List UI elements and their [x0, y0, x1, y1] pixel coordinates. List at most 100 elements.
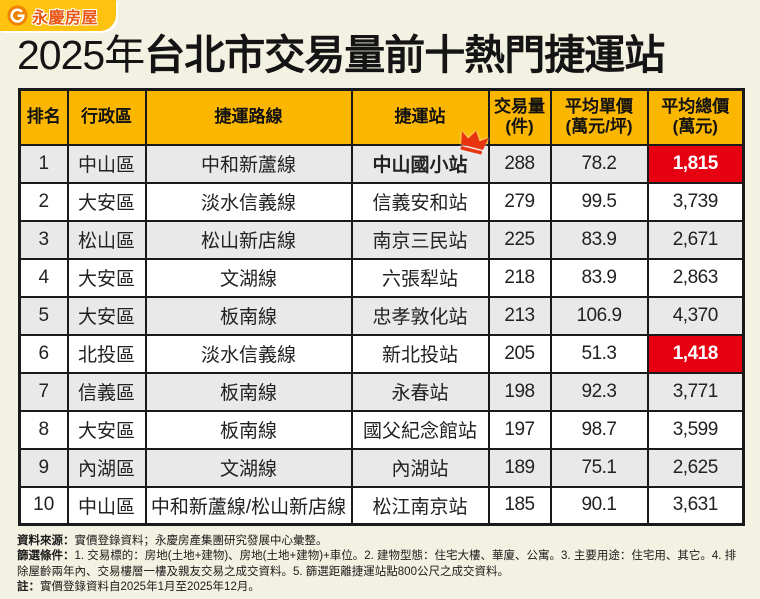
col-header-line: 捷運路線	[144, 88, 353, 146]
volume-cell: 198	[487, 371, 552, 412]
total-price-cell: 2,671	[646, 219, 745, 260]
unit-price-cell: 83.9	[549, 219, 649, 260]
volume-cell: 279	[487, 181, 552, 222]
col-header-district: 行政區	[66, 88, 147, 146]
unit-price-cell: 75.1	[549, 447, 649, 488]
table-row: 6 北投區 淡水信義線 新北投站 205 51.3 1,418	[18, 333, 745, 374]
unit-price-cell: 98.7	[549, 409, 649, 450]
line-cell: 淡水信義線	[144, 181, 353, 222]
criteria-note: 篩選條件：1. 交易標的：房地(土地+建物)、房地(土地+建物)+車位。2. 建…	[17, 549, 745, 580]
district-cell: 松山區	[66, 219, 147, 260]
source-label: 資料來源：	[17, 535, 75, 547]
station-cell: 永春站	[350, 371, 490, 412]
unit-price-cell: 90.1	[549, 485, 649, 526]
line-cell: 板南線	[144, 295, 353, 336]
line-cell: 中和新蘆線	[144, 143, 353, 184]
table-row: 5 大安區 板南線 忠孝敦化站 213 106.9 4,370	[18, 295, 745, 336]
total-price-cell: 3,771	[646, 371, 745, 412]
table-row: 1 中山區 中和新蘆線 中山國小站 288 78.2 1,815	[18, 130, 745, 184]
station-cell: 內湖站	[350, 447, 490, 488]
rank-cell: 10	[18, 485, 69, 526]
source-text: 實價登錄資料；永慶房產集團研究發展中心彙整。	[74, 535, 328, 547]
total-price-cell: 4,370	[646, 295, 745, 336]
total-price-cell: 3,599	[646, 409, 745, 450]
district-cell: 北投區	[66, 333, 147, 374]
ranking-table: 排名 行政區 捷運路線 捷運站 交易量 (件) 平均單價 (萬元/坪) 平均總價 (萬…	[18, 88, 745, 526]
station-cell: 六張犁站	[350, 257, 490, 298]
page-title: 2025年台北市交易量前十熱門捷運站	[17, 32, 665, 78]
table-row: 10 中山區 中和新蘆線/松山新店線 松江南京站 185 90.1 3,631	[18, 485, 745, 526]
station-cell-top: 中山國小站	[350, 130, 490, 184]
station-cell: 信義安和站	[350, 181, 490, 222]
district-cell: 內湖區	[66, 447, 147, 488]
total-price-cell-highlight: 1,815	[646, 143, 745, 184]
unit-price-cell: 99.5	[549, 181, 649, 222]
table-row: 4 大安區 文湖線 六張犁站 218 83.9 2,863	[18, 257, 745, 298]
station-cell: 新北投站	[350, 333, 490, 374]
district-cell: 大安區	[66, 257, 147, 298]
unit-price-cell: 78.2	[549, 143, 649, 184]
table-row: 9 內湖區 文湖線 內湖站 189 75.1 2,625	[18, 447, 745, 488]
rank-cell: 9	[18, 447, 69, 488]
date-note: 註：實價登錄資料自2025年1月至2025年12月。	[17, 580, 745, 595]
station-cell: 南京三民站	[350, 219, 490, 260]
rank-cell: 5	[18, 295, 69, 336]
criteria-label: 篩選條件：	[17, 550, 75, 563]
rank-cell: 4	[18, 257, 69, 298]
rank-cell: 2	[18, 181, 69, 222]
title-main: 台北市交易量前十熱門捷運站	[144, 32, 665, 78]
rank-cell: 7	[18, 371, 69, 412]
volume-cell: 205	[487, 333, 552, 374]
unit-price-cell: 106.9	[549, 295, 649, 336]
total-price-cell: 3,739	[646, 181, 745, 222]
col-header-station: 捷運站	[350, 88, 490, 146]
district-cell: 中山區	[66, 143, 147, 184]
volume-cell: 197	[487, 409, 552, 450]
district-cell: 大安區	[66, 295, 147, 336]
volume-cell: 288	[487, 143, 552, 184]
rank-cell: 8	[18, 409, 69, 450]
brand-name: 永慶房屋	[32, 9, 99, 27]
col-header-rank: 排名	[18, 88, 69, 146]
station-cell: 松江南京站	[350, 485, 490, 526]
line-cell: 淡水信義線	[144, 333, 353, 374]
volume-cell: 213	[487, 295, 552, 336]
table-header-row: 排名 行政區 捷運路線 捷運站 交易量 (件) 平均單價 (萬元/坪) 平均總價 (萬…	[18, 88, 745, 146]
line-cell: 文湖線	[144, 257, 353, 298]
total-price-cell-highlight: 1,418	[646, 333, 745, 374]
unit-price-cell: 92.3	[549, 371, 649, 412]
station-cell: 國父紀念館站	[350, 409, 490, 450]
district-cell: 中山區	[66, 485, 147, 526]
crown-icon	[460, 130, 489, 154]
note-label: 註：	[17, 580, 40, 593]
line-cell: 松山新店線	[144, 219, 353, 260]
table-row: 2 大安區 淡水信義線 信義安和站 279 99.5 3,739	[18, 181, 745, 222]
unit-price-cell: 83.9	[549, 257, 649, 298]
rank-cell: 1	[18, 143, 69, 184]
table-row: 3 松山區 松山新店線 南京三民站 225 83.9 2,671	[18, 219, 745, 260]
col-header-total-price: 平均總價 (萬元)	[646, 88, 745, 146]
line-cell: 文湖線	[144, 447, 353, 488]
note-text: 實價登錄資料自2025年1月至2025年12月。	[40, 580, 260, 593]
col-header-unit-price: 平均單價 (萬元/坪)	[549, 88, 649, 146]
line-cell: 板南線	[144, 371, 353, 412]
total-price-cell: 3,631	[646, 485, 745, 526]
brand-badge: 永慶房屋	[0, 0, 116, 31]
col-header-volume: 交易量 (件)	[487, 88, 552, 146]
unit-price-cell: 51.3	[549, 333, 649, 374]
table-row: 8 大安區 板南線 國父紀念館站 197 98.7 3,599	[18, 409, 745, 450]
footnotes: 資料來源：實價登錄資料；永慶房產集團研究發展中心彙整。 篩選條件：1. 交易標的…	[17, 534, 745, 595]
line-cell: 中和新蘆線/松山新店線	[144, 485, 353, 526]
rank-cell: 6	[18, 333, 69, 374]
title-year: 2025年	[17, 32, 145, 78]
volume-cell: 185	[487, 485, 552, 526]
source-note: 資料來源：實價登錄資料；永慶房產集團研究發展中心彙整。	[17, 534, 745, 549]
volume-cell: 218	[487, 257, 552, 298]
district-cell: 大安區	[66, 181, 147, 222]
rank-cell: 3	[18, 219, 69, 260]
volume-cell: 189	[487, 447, 552, 488]
total-price-cell: 2,863	[646, 257, 745, 298]
station-cell: 忠孝敦化站	[350, 295, 490, 336]
volume-cell: 225	[487, 219, 552, 260]
line-cell: 板南線	[144, 409, 353, 450]
